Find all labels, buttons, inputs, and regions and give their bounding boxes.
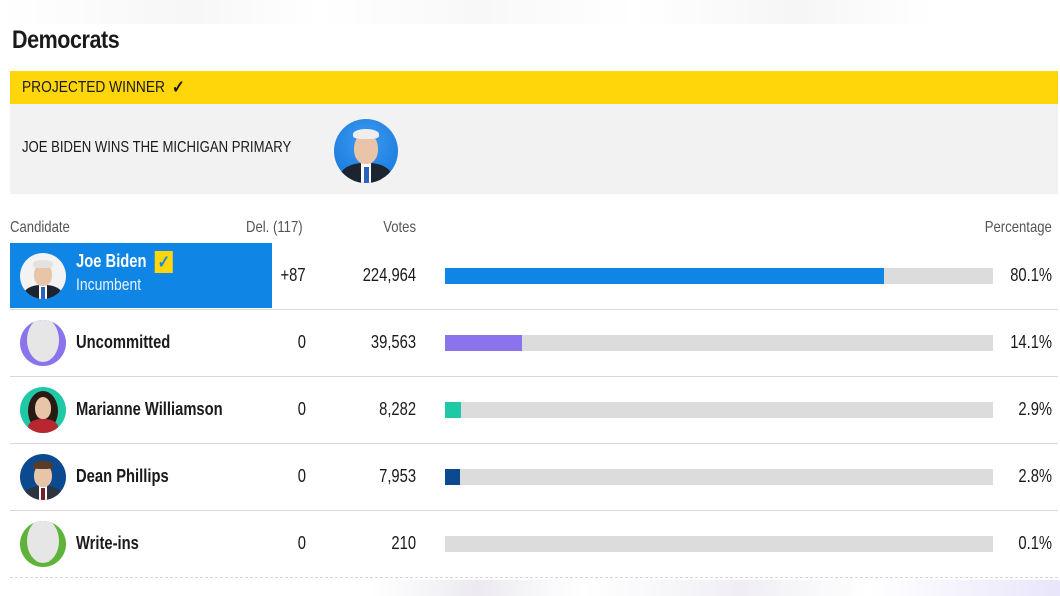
votes-value: 39,563	[370, 332, 416, 352]
percentage-value: 14.1%	[1010, 332, 1052, 352]
candidate-row-write-ins[interactable]: Write-ins 0 210 0.1%	[10, 511, 1058, 578]
percentage-bar-fill	[445, 268, 884, 284]
candidate-cell: Dean Phillips	[10, 444, 272, 510]
percentage-value: 2.9%	[1018, 399, 1052, 419]
avatar-marianne-williamson	[20, 387, 66, 433]
incumbent-label: Incumbent	[76, 275, 142, 294]
percentage-bar-track	[445, 335, 993, 351]
winner-photo	[334, 119, 398, 183]
check-icon: ✓	[171, 77, 185, 97]
page-top-strip	[0, 0, 1060, 24]
candidate-name: Uncommitted	[76, 332, 171, 352]
column-header-delegates: Del. (117)	[246, 219, 303, 236]
candidate-cell: Write-ins	[10, 511, 272, 577]
percentage-value: 2.8%	[1018, 466, 1052, 486]
delegates-value: +87	[280, 265, 306, 285]
avatar-placeholder-icon	[20, 521, 66, 567]
percentage-bar-track	[445, 469, 993, 485]
candidate-cell: Marianne Williamson	[10, 377, 272, 443]
votes-value: 8,282	[379, 399, 416, 419]
percentage-value: 80.1%	[1010, 265, 1052, 285]
percentage-bar-fill	[445, 335, 523, 351]
candidate-row-marianne-williamson[interactable]: Marianne Williamson 0 8,282 2.9%	[10, 377, 1058, 444]
column-header-votes: Votes	[383, 219, 416, 236]
projected-winner-banner: PROJECTED WINNER ✓	[10, 71, 1058, 104]
avatar-joe-biden	[20, 253, 66, 299]
winner-announcement: JOE BIDEN WINS THE MICHIGAN PRIMARY	[10, 104, 1058, 194]
candidate-cell-winner: Joe Biden ✓ Incumbent	[10, 243, 272, 308]
percentage-bar-fill	[445, 469, 461, 485]
percentage-bar-track	[445, 402, 993, 418]
votes-value: 210	[391, 533, 416, 553]
delegates-value: 0	[297, 466, 306, 486]
candidate-row-uncommitted[interactable]: Uncommitted 0 39,563 14.1%	[10, 310, 1058, 377]
winner-check-icon: ✓	[154, 251, 173, 274]
candidate-cell: Uncommitted	[10, 310, 272, 376]
delegates-value: 0	[297, 533, 306, 553]
winner-headline: JOE BIDEN WINS THE MICHIGAN PRIMARY	[22, 139, 292, 156]
section-title: Democrats	[12, 26, 120, 54]
projected-winner-label: PROJECTED WINNER ✓	[22, 77, 185, 98]
candidate-name-text: Joe Biden	[76, 251, 147, 271]
candidate-name: Dean Phillips	[76, 466, 169, 486]
delegates-value: 0	[297, 399, 306, 419]
votes-value: 224,964	[362, 265, 416, 285]
percentage-bar-track	[445, 536, 993, 552]
votes-value: 7,953	[379, 466, 416, 486]
column-header-candidate: Candidate	[10, 219, 70, 236]
column-header-percentage: Percentage	[984, 219, 1052, 236]
percentage-value: 0.1%	[1018, 533, 1052, 553]
avatar-placeholder-icon	[20, 320, 66, 366]
avatar-dean-phillips	[20, 454, 66, 500]
percentage-bar-fill	[445, 536, 446, 552]
page-bottom-strip	[0, 580, 1060, 596]
percentage-bar-track	[445, 268, 993, 284]
candidate-name: Joe Biden ✓	[76, 251, 173, 274]
percentage-bar-fill	[445, 402, 461, 418]
candidate-name: Write-ins	[76, 533, 139, 553]
candidate-row-joe-biden[interactable]: Joe Biden ✓ Incumbent +87 224,964 80.1%	[10, 243, 1058, 310]
projected-winner-text: PROJECTED WINNER	[22, 78, 165, 96]
candidate-name: Marianne Williamson	[76, 399, 223, 419]
delegates-value: 0	[297, 332, 306, 352]
candidate-row-dean-phillips[interactable]: Dean Phillips 0 7,953 2.8%	[10, 444, 1058, 511]
